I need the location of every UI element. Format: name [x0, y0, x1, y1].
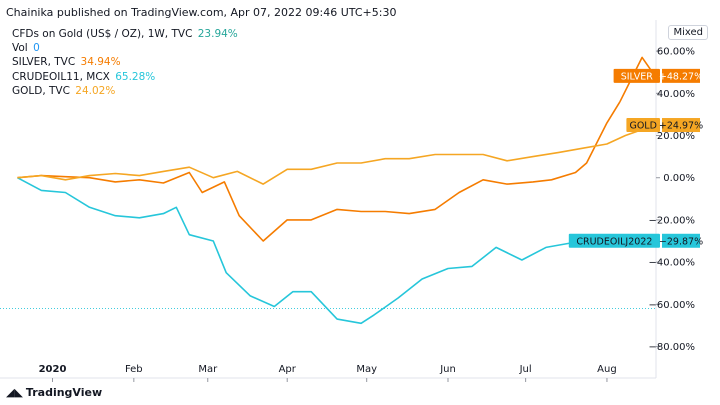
legend-label: CFDs on Gold (US$ / OZ), 1W, TVC: [12, 28, 193, 40]
tradingview-logo-text: TradingView: [25, 386, 103, 399]
y-tick-label: 60.00%: [657, 47, 695, 58]
legend-value: 34.94%: [80, 56, 121, 69]
y-tick-label: 0.00%: [663, 173, 695, 184]
x-tick-label: Apr: [279, 364, 297, 375]
x-tick-label: 2020: [39, 364, 67, 375]
legend-row-gold[interactable]: GOLD, TVC 24.02%: [12, 84, 238, 98]
series-value-tag: [662, 118, 700, 133]
legend-value: 0: [33, 42, 40, 55]
y-tick-label: −60.00%: [648, 300, 695, 311]
x-tick-label: Aug: [597, 364, 617, 375]
legend-label: CRUDEOIL11, MCX: [12, 70, 110, 83]
series-name-tag: [568, 233, 660, 248]
tradingview-logo: ◢◣ TradingView: [6, 386, 102, 399]
legend-label: SILVER, TVC: [12, 56, 76, 69]
y-tick-label: 20.00%: [657, 131, 695, 142]
x-tick-label: Jul: [519, 364, 532, 375]
x-tick-label: Jun: [439, 364, 456, 375]
series-value-tag: [662, 68, 700, 83]
series-name-tag: [626, 118, 660, 133]
x-tick-label: Feb: [125, 364, 143, 375]
legend-value: 24.02%: [75, 84, 116, 97]
x-tick-label: May: [356, 364, 377, 375]
series-value-tag-label: +48.27%: [659, 71, 703, 82]
chart-legend: CFDs on Gold (US$ / OZ), 1W, TVC 23.94% …: [12, 27, 238, 98]
series-line-crudeoil11: [17, 176, 644, 325]
legend-value: 23.94%: [197, 28, 238, 40]
legend-label: GOLD, TVC: [12, 84, 70, 97]
legend-row-crudeoil[interactable]: CRUDEOIL11, MCX 65.28%: [12, 70, 238, 84]
series-name-tag-label: SILVER: [621, 71, 654, 82]
tradingview-logo-icon: ◢◣: [6, 386, 23, 399]
series-line-gold: [17, 124, 656, 185]
series-name-tag-label: GOLD: [629, 121, 656, 132]
series-name-tag-label: CRUDEOILJ2022: [576, 236, 652, 247]
series-name-tag: [613, 68, 660, 83]
series-value-tag-label: −29.87%: [659, 236, 703, 247]
legend-row-silver[interactable]: SILVER, TVC 34.94%: [12, 55, 238, 69]
series-value-tag-label: +24.97%: [659, 121, 703, 132]
publisher-header: Chainika published on TradingView.com, A…: [6, 6, 397, 19]
y-tick-label: −80.00%: [648, 342, 695, 353]
y-tick-label: −40.00%: [648, 258, 695, 269]
scale-mode-button[interactable]: Mixed: [668, 25, 708, 40]
legend-value: 65.28%: [115, 70, 156, 83]
y-tick-label: −20.00%: [648, 215, 695, 226]
series-value-tag: [662, 233, 700, 248]
legend-label: Vol: [12, 42, 28, 55]
y-tick-label: 40.00%: [657, 89, 695, 100]
legend-row-main[interactable]: CFDs on Gold (US$ / OZ), 1W, TVC 23.94%: [12, 27, 238, 41]
legend-row-vol[interactable]: Vol 0: [12, 41, 238, 55]
series-line-silver: [17, 101, 621, 242]
x-tick-label: Mar: [198, 364, 218, 375]
